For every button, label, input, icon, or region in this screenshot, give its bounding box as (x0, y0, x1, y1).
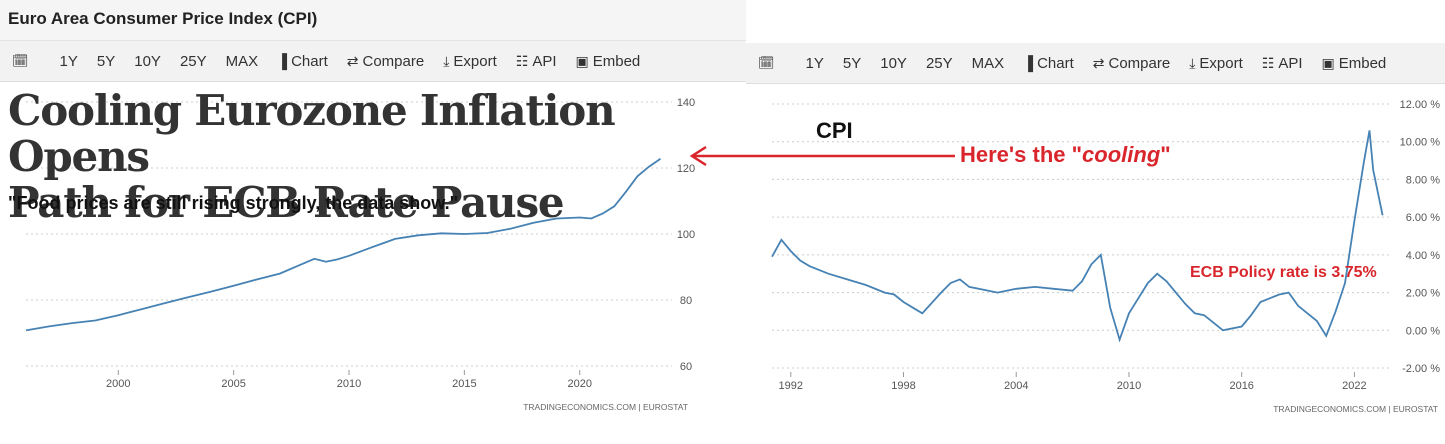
left-chart-panel: Euro Area Consumer Price Index (CPI) 🗓 1Y… (0, 0, 758, 412)
right-chart-panel: 🗓 1Y 5Y 10Y 25Y MAX ▐ Chart ⇄ Compare ⤓ Export ☷ API ▣… (746, 40, 1445, 444)
toolbar-label: Export (1199, 54, 1243, 72)
shuffle-icon: ⇄ (1092, 54, 1105, 71)
toolbar-label: Embed (592, 52, 641, 70)
toolbar-label: Chart (1037, 54, 1074, 72)
toolbar-10y-button[interactable]: 10Y (134, 53, 161, 70)
toolbar-label: 10Y (880, 54, 907, 72)
cooling-annotation: Here's the "cooling" (960, 142, 1171, 168)
toolbar-export-button[interactable]: ⤓ Export (443, 53, 497, 70)
x-tick-label: 2022 (1342, 380, 1366, 392)
toolbar-api-button[interactable]: ☷ API (516, 53, 557, 70)
toolbar-label: MAX (971, 54, 1005, 72)
toolbar-label: API (532, 52, 557, 70)
toolbar-label: 10Y (134, 52, 161, 70)
y-tick-label: 10.00 % (1400, 137, 1441, 149)
y-tick-label: 80 (680, 295, 692, 307)
cooling-word: cooling (1082, 142, 1161, 167)
toolbar-chart-button[interactable]: ▐ Chart (277, 53, 328, 70)
toolbar-export-button[interactable]: ⤓ Export (1189, 55, 1243, 72)
bar-chart-icon: ▐ (277, 53, 288, 69)
bar-chart-icon: ▐ (1023, 55, 1034, 71)
toolbar-label: Export (453, 52, 497, 70)
x-tick-label: 1998 (891, 380, 915, 392)
y-tick-label: 6.00 % (1406, 212, 1440, 224)
x-tick-label: 2016 (1229, 380, 1253, 392)
toolbar-compare-button[interactable]: ⇄ Compare (347, 53, 424, 70)
subheadline-quote: "Food prices are still rising strongly, … (8, 193, 459, 213)
toolbar-1y-button[interactable]: 1Y (806, 55, 824, 72)
shuffle-icon: ⇄ (346, 52, 359, 69)
left-toolbar: 🗓 1Y 5Y 10Y 25Y MAX ▐ Chart ⇄ Compare ⤓ Export ☷ API ▣… (0, 41, 758, 82)
toolbar-25y-button[interactable]: 25Y (180, 53, 207, 70)
toolbar-label: Embed (1338, 54, 1387, 72)
left-title-bar: Euro Area Consumer Price Index (CPI) (0, 0, 746, 41)
toolbar-label: 25Y (925, 54, 953, 72)
toolbar-api-button[interactable]: ☷ API (1262, 55, 1303, 72)
x-tick-label: 2020 (567, 378, 591, 390)
toolbar-25y-button[interactable]: 25Y (926, 55, 953, 72)
x-tick-label: 2005 (221, 378, 245, 390)
x-tick-label: 1992 (779, 380, 803, 392)
source-label: TRADINGECONOMICS.COM | EUROSTAT (1273, 404, 1438, 414)
x-tick-label: 2010 (337, 378, 361, 390)
toolbar-1y-button[interactable]: 1Y (60, 53, 78, 70)
toolbar-label: Compare (1108, 54, 1171, 72)
image-icon: ▣ (1321, 54, 1335, 71)
toolbar-10y-button[interactable]: 10Y (880, 55, 907, 72)
y-tick-label: 140 (677, 97, 695, 109)
source-label: TRADINGECONOMICS.COM | EUROSTAT (523, 402, 688, 412)
download-icon: ⤓ (1189, 54, 1196, 71)
grid-icon: ☷ (1261, 54, 1275, 71)
toolbar-max-button[interactable]: MAX (972, 55, 1005, 72)
download-icon: ⤓ (443, 52, 450, 69)
headline-line-1: Cooling Eurozone Inflation Opens (8, 86, 616, 181)
toolbar-max-button[interactable]: MAX (226, 53, 259, 70)
right-inflation-chart: 12.00 % 10.00 % 8.00 % 6.00 % 4.00 % 2.00 % 0.… (771, 99, 1441, 414)
series-line (771, 130, 1384, 343)
toolbar-label: 25Y (179, 52, 207, 70)
y-tick-label: 100 (677, 229, 695, 241)
calendar-icon: 🗓 (758, 55, 775, 70)
toolbar-label: 1Y (805, 54, 824, 72)
right-toolbar: 🗓 1Y 5Y 10Y 25Y MAX ▐ Chart ⇄ Compare ⤓ Export ☷ API ▣… (746, 43, 1445, 84)
toolbar-chart-button[interactable]: ▐ Chart (1023, 55, 1074, 72)
headline-line-2: Path for ECB Rate Pause (8, 178, 565, 227)
toolbar-label: 1Y (59, 52, 78, 70)
toolbar-embed-button[interactable]: ▣ Embed (1322, 55, 1387, 72)
toolbar-label: Chart (291, 52, 328, 70)
chart-title: Euro Area Consumer Price Index (CPI) (8, 9, 318, 28)
y-tick-label: 4.00 % (1406, 250, 1440, 262)
x-tick-label: 2010 (1117, 380, 1141, 392)
y-tick-label: -2.00 % (1402, 363, 1440, 375)
cooling-suffix: " (1160, 142, 1171, 167)
toolbar-embed-button[interactable]: ▣ Embed (576, 53, 641, 70)
toolbar-compare-button[interactable]: ⇄ Compare (1093, 55, 1170, 72)
y-tick-label: 8.00 % (1406, 174, 1440, 186)
toolbar-label: 5Y (96, 52, 116, 70)
toolbar-calendar-button[interactable]: 🗓 (12, 53, 41, 69)
series-line (25, 158, 662, 332)
toolbar-label: 5Y (842, 54, 862, 72)
toolbar-5y-button[interactable]: 5Y (843, 55, 861, 72)
headline: Cooling Eurozone Inflation Opens Path fo… (8, 88, 746, 226)
image-icon: ▣ (575, 52, 589, 69)
grid-icon: ☷ (515, 52, 529, 69)
x-tick-label: 2015 (452, 378, 476, 390)
cooling-prefix: Here's the " (960, 142, 1083, 167)
cpi-label: CPI (816, 118, 853, 143)
x-tick-label: 2000 (106, 378, 130, 390)
x-tick-label: 2004 (1004, 380, 1028, 392)
toolbar-calendar-button[interactable]: 🗓 (758, 55, 787, 71)
calendar-icon: 🗓 (12, 53, 29, 68)
toolbar-5y-button[interactable]: 5Y (97, 53, 115, 70)
toolbar-label: Compare (362, 52, 425, 70)
y-tick-label: 0.00 % (1406, 325, 1440, 337)
ecb-rate-annotation: ECB Policy rate is 3.75% (1190, 264, 1377, 281)
y-tick-label: 12.00 % (1400, 99, 1441, 111)
y-tick-label: 2.00 % (1406, 288, 1440, 300)
toolbar-label: API (1278, 54, 1303, 72)
y-tick-label: 60 (680, 361, 692, 373)
toolbar-label: MAX (225, 52, 259, 70)
